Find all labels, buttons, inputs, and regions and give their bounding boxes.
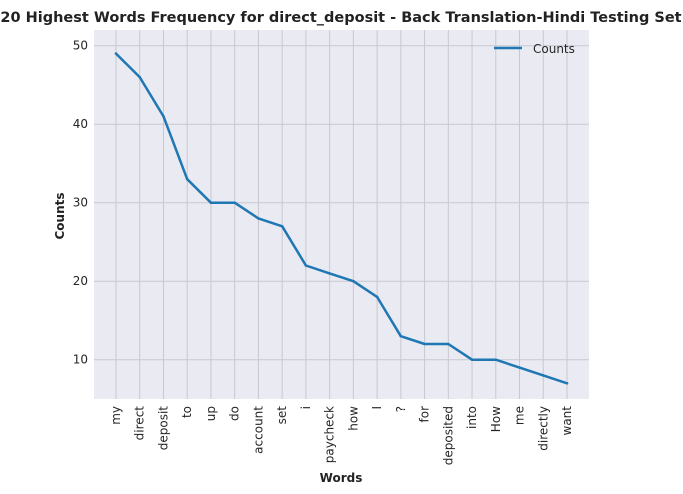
y-axis-label: Counts	[53, 192, 67, 239]
x-tick-label: direct	[133, 406, 147, 441]
data-point	[352, 280, 355, 283]
y-tick-label: 50	[73, 39, 88, 53]
x-tick-label: account	[251, 406, 265, 454]
data-point	[186, 178, 189, 181]
y-tick-label: 20	[73, 274, 88, 288]
data-point	[566, 382, 569, 385]
x-tick-label: to	[180, 406, 194, 418]
data-point	[542, 374, 545, 377]
x-tick-label: ?	[394, 406, 408, 412]
x-tick-label: How	[489, 406, 503, 432]
plot-area	[94, 30, 589, 399]
x-tick-label: set	[275, 406, 289, 425]
data-point	[138, 76, 141, 79]
y-tick-labels: 10 20 30 40 50	[73, 39, 88, 367]
data-point	[400, 335, 403, 338]
x-tick-label: want	[560, 406, 574, 436]
data-point	[281, 225, 284, 228]
x-tick-label: into	[465, 406, 479, 429]
data-point	[423, 343, 426, 346]
x-axis-label: Words	[320, 471, 363, 485]
y-tick-label: 30	[73, 196, 88, 210]
x-tick-label: up	[204, 406, 218, 421]
x-tick-label: me	[513, 406, 527, 425]
x-tick-label: for	[418, 406, 432, 423]
data-point	[376, 296, 379, 299]
x-tick-label: my	[109, 406, 123, 425]
y-tick-label: 40	[73, 117, 88, 131]
data-point	[115, 52, 118, 55]
x-tick-label: directly	[536, 406, 550, 451]
data-point	[471, 358, 474, 361]
x-tick-label: paycheck	[323, 406, 337, 463]
data-point	[328, 272, 331, 275]
x-tick-label: do	[228, 406, 242, 421]
y-tick-label: 10	[73, 353, 88, 367]
x-tick-label: I	[370, 406, 384, 410]
x-tick-labels: my direct deposit to up do account set i paycheck…	[109, 406, 574, 466]
legend-label: Counts	[533, 42, 575, 56]
data-point	[447, 343, 450, 346]
data-point	[162, 115, 165, 118]
chart-title: 20 Highest Words Frequency for direct_de…	[0, 10, 681, 26]
data-point	[233, 201, 236, 204]
x-tick-label: i	[299, 406, 313, 409]
data-point	[305, 264, 308, 267]
data-point	[257, 217, 260, 220]
x-tick-label: deposit	[156, 406, 170, 451]
x-tick-label: how	[346, 406, 360, 431]
x-tick-label: deposited	[441, 406, 455, 465]
data-point	[210, 201, 213, 204]
data-point	[518, 366, 521, 369]
data-point	[495, 358, 498, 361]
